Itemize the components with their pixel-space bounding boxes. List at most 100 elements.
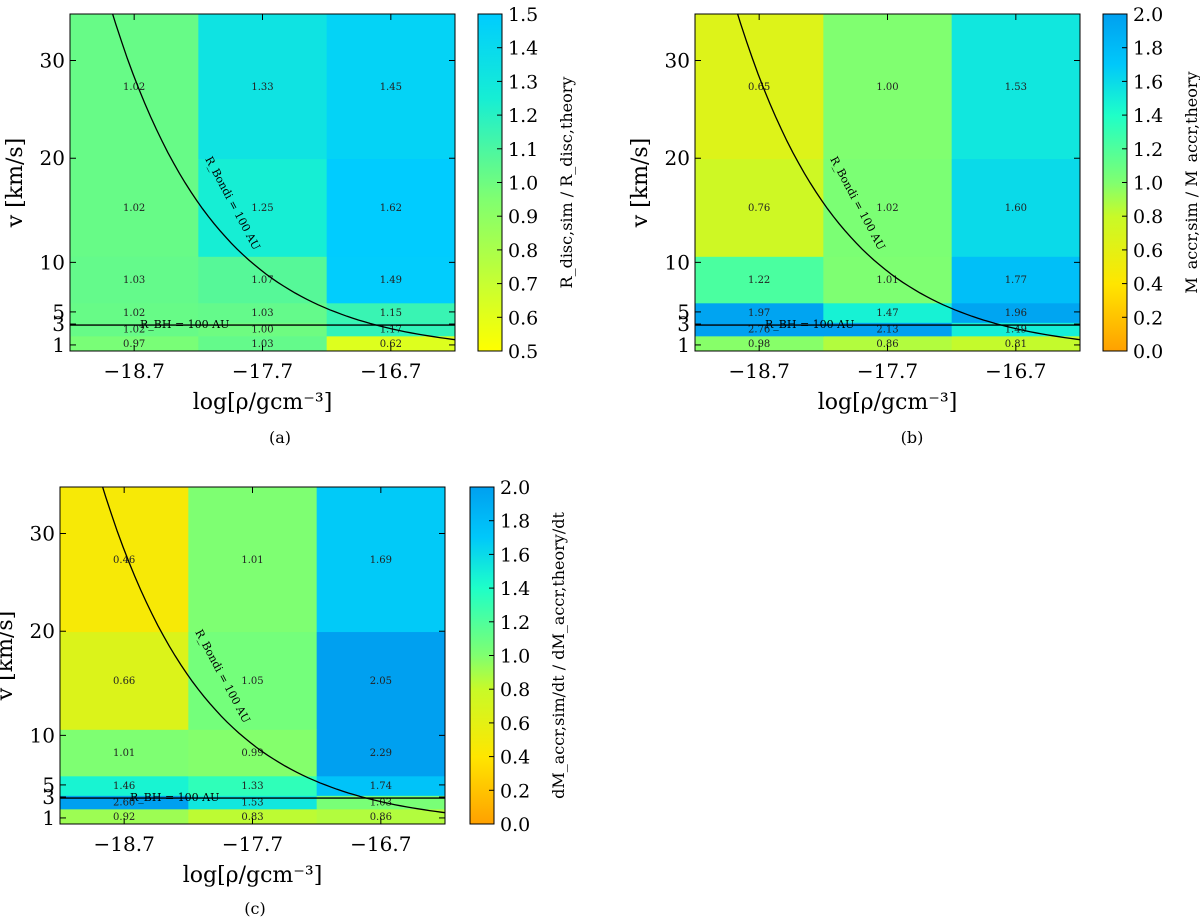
cell-value-label: 0.97 xyxy=(123,339,145,350)
colorbar-tick-label: 0.4 xyxy=(500,747,530,769)
x-tick-label: −16.7 xyxy=(985,359,1046,383)
cell-value-label: 1.74 xyxy=(370,781,392,792)
y-tick-label: 10 xyxy=(40,250,65,274)
y-tick-label: 20 xyxy=(30,619,55,643)
heatmap-cell xyxy=(198,302,328,323)
colorbar-tick-label: 0.4 xyxy=(1133,274,1163,296)
x-tick-label: −17.7 xyxy=(222,832,283,856)
heatmap-cell xyxy=(188,631,318,730)
heatmap-cell xyxy=(326,14,456,160)
x-axis-label: log[ρ/gcm⁻³] xyxy=(183,863,323,888)
heatmap-cell xyxy=(823,158,953,257)
cell-value-label: 0.86 xyxy=(876,339,898,350)
y-tick-label: 20 xyxy=(665,146,690,170)
cell-value-label: 0.86 xyxy=(370,812,392,823)
heatmap-cell xyxy=(188,808,318,825)
cell-value-label: 1.07 xyxy=(251,275,273,286)
cell-value-label: 1.33 xyxy=(241,781,263,792)
cell-value-label: 0.46 xyxy=(113,555,135,566)
cell-value-label: 1.03 xyxy=(251,339,273,350)
heatmap-cell xyxy=(70,256,199,304)
x-tick-label: −16.7 xyxy=(360,359,421,383)
colorbar-tick-label: 0.6 xyxy=(500,713,530,735)
cell-value-label: 0.66 xyxy=(113,676,135,687)
heatmap-cell xyxy=(198,158,328,257)
cell-value-label: 1.45 xyxy=(380,82,402,93)
y-tick-label: 30 xyxy=(30,522,55,546)
bondi-radius-curve xyxy=(101,487,445,814)
colorbar-tick-label: 0.8 xyxy=(1133,206,1163,228)
cell-value-label: 1.69 xyxy=(370,555,392,566)
bh-annotation: R_BH = 100 AU xyxy=(130,791,219,804)
panel-a: 0.97 1.03 0.621.02 1.00 1.171.02 1.03 1.151.03… xyxy=(3,4,576,447)
colorbar-tick-label: 0.8 xyxy=(500,679,530,701)
colorbar-tick-label: 1.2 xyxy=(1133,139,1163,161)
y-tick-label: 3 xyxy=(52,312,65,336)
heatmap-cell xyxy=(951,14,1081,160)
colorbar-tick-label: 1.0 xyxy=(1133,173,1163,195)
cell-value-label: 0.92 xyxy=(113,812,135,823)
cell-value-label: 0.76 xyxy=(748,203,770,214)
colorbar-tick-label: 0.7 xyxy=(508,274,538,296)
colorbar-tick-label: 0.2 xyxy=(1133,307,1163,329)
heatmap-cell xyxy=(70,158,199,257)
panel-caption: (a) xyxy=(269,428,291,447)
x-tick-label: −18.7 xyxy=(94,832,155,856)
colorbar-tick-label: 1.6 xyxy=(500,544,530,566)
colorbar-tick-label: 0.5 xyxy=(508,341,538,363)
y-tick-label: 5 xyxy=(677,300,690,324)
cell-value-label: 1.17 xyxy=(380,325,402,336)
cell-value-label: 1.62 xyxy=(380,203,402,214)
colorbar-label: M_accr,sim / M_accr,theory xyxy=(1182,71,1200,293)
cell-value-label: 1.53 xyxy=(241,798,263,809)
cell-value-label: 1.47 xyxy=(876,308,898,319)
x-tick-label: −17.7 xyxy=(232,359,293,383)
colorbar-tick-label: 2.0 xyxy=(500,477,530,499)
cell-value-label: 2.29 xyxy=(370,748,392,759)
heatmap-cell xyxy=(188,795,318,810)
heatmap-cell xyxy=(198,335,328,352)
y-tick-label: 3 xyxy=(677,312,690,336)
heatmap-cell xyxy=(823,14,953,160)
heatmap-cell xyxy=(316,808,446,825)
heatmap-cell xyxy=(326,335,456,352)
cell-value-label: 1.03 xyxy=(123,275,145,286)
colorbar-tick-label: 1.8 xyxy=(500,511,530,533)
cell-value-label: 1.49 xyxy=(1005,325,1027,336)
colorbar-tick-label: 1.5 xyxy=(508,4,538,26)
x-tick-label: −17.7 xyxy=(857,359,918,383)
cell-value-label: 1.02 xyxy=(123,203,145,214)
heatmap-cell xyxy=(823,322,953,337)
cell-value-label: 1.46 xyxy=(113,781,135,792)
heatmap-cell xyxy=(60,729,189,777)
heatmap-cell xyxy=(70,14,199,160)
panel-caption: (b) xyxy=(901,428,924,447)
colorbar-tick-label: 1.3 xyxy=(508,71,538,93)
y-tick-label: 30 xyxy=(40,49,65,73)
heatmap-cell xyxy=(316,487,446,633)
cell-value-label: 1.01 xyxy=(241,555,263,566)
bh-annotation: R_BH = 100 AU xyxy=(765,318,854,331)
cell-value-label: 2.76 xyxy=(748,325,770,336)
x-tick-label: −18.7 xyxy=(729,359,790,383)
heatmap-cell xyxy=(188,729,318,777)
bondi-radius-curve xyxy=(111,14,455,341)
heatmap-cell xyxy=(70,322,199,337)
cell-value-label: 1.77 xyxy=(1005,275,1027,286)
heatmap-cell xyxy=(316,775,446,796)
cell-value-label: 2.05 xyxy=(370,676,392,687)
panel-b: 0.98 0.86 0.812.76 2.13 1.491.97 1.47 1.961.22… xyxy=(628,4,1200,447)
y-axis-label: v [km/s] xyxy=(0,611,18,701)
y-tick-label: 1 xyxy=(52,333,65,357)
heatmap-cell xyxy=(188,775,318,796)
y-axis-label: v [km/s] xyxy=(628,138,653,228)
heatmap-cell xyxy=(316,729,446,777)
heatmap-cell xyxy=(316,631,446,730)
y-tick-label: 1 xyxy=(42,806,55,830)
heatmap-cell xyxy=(695,158,824,257)
x-axis-label: log[ρ/gcm⁻³] xyxy=(193,390,333,415)
colorbar-tick-label: 2.0 xyxy=(1133,4,1163,26)
y-tick-label: 10 xyxy=(30,723,55,747)
colorbar-tick-label: 1.2 xyxy=(508,105,538,127)
